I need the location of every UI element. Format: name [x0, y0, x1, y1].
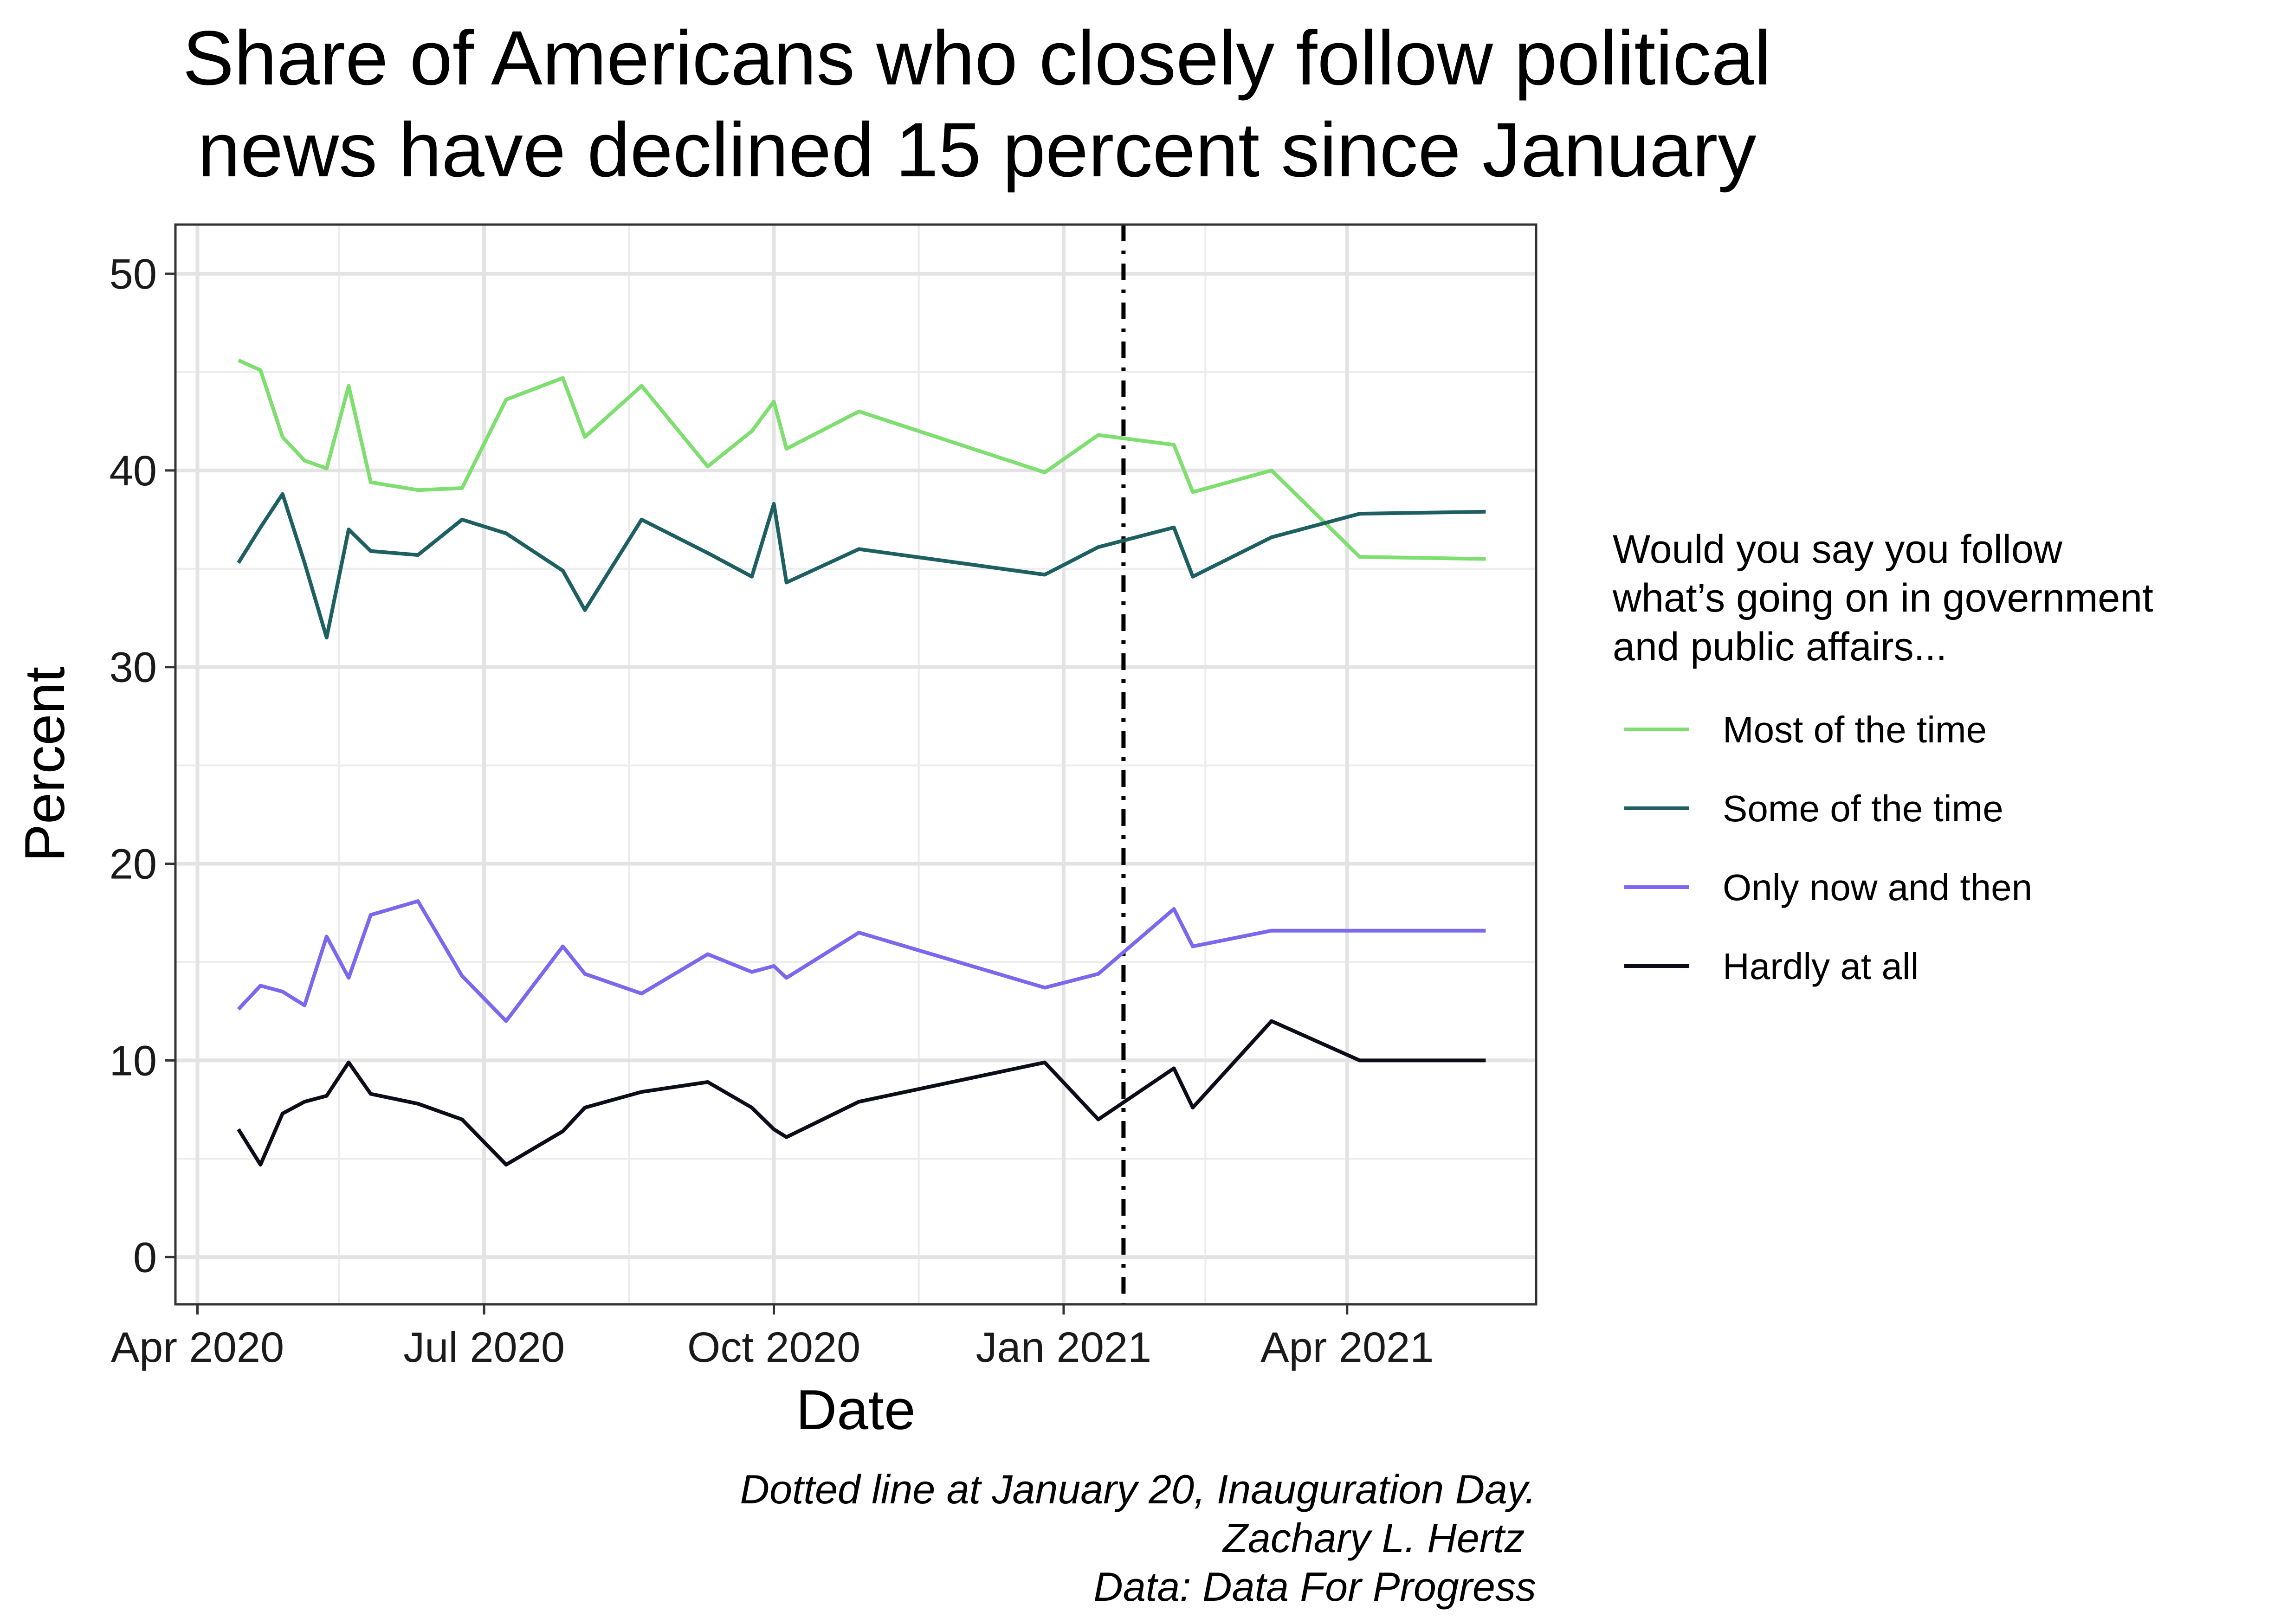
plot-panel-border — [174, 223, 1538, 1306]
caption-line-1: Dotted line at January 20, Inauguration … — [740, 1466, 1536, 1512]
chart-title-line-2: news have declined 15 percent since Janu… — [198, 107, 1757, 193]
series-line-hardly-at-all — [237, 1019, 1486, 1167]
legend: Would you say you follow what’s going on… — [1612, 527, 2153, 987]
y-tick-label: 10 — [110, 1037, 157, 1084]
y-tick-label: 40 — [110, 447, 157, 495]
series-line-some-of-the-time — [237, 492, 1486, 640]
y-axis-title: Percent — [13, 667, 76, 862]
x-axis-title: Date — [796, 1378, 916, 1441]
caption-line-2: Zachary L. Hertz — [1222, 1515, 1536, 1561]
legend-title-line-3: and public affairs... — [1613, 625, 1947, 669]
major-gridlines — [175, 225, 1536, 1304]
x-tick-label: Apr 2021 — [1260, 1324, 1434, 1371]
y-axis: 0 10 20 30 40 50 — [110, 251, 175, 1281]
series-line-only-now-and-then — [237, 899, 1486, 1023]
legend-title-line-2: what’s going on in government — [1612, 576, 2153, 620]
minor-gridlines — [175, 225, 1536, 1304]
series-lines — [237, 358, 1486, 1167]
y-tick-label: 20 — [110, 841, 157, 888]
x-tick-label: Apr 2020 — [111, 1324, 284, 1371]
plot-panel-background — [175, 225, 1536, 1304]
x-tick-label: Jul 2020 — [403, 1324, 565, 1371]
legend-label-most-of-the-time: Most of the time — [1723, 709, 1987, 750]
x-tick-label: Jan 2021 — [976, 1324, 1152, 1371]
series-line-most-of-the-time — [238, 358, 1486, 561]
legend-title-line-1: Would you say you follow — [1613, 527, 2063, 572]
caption: Dotted line at January 20, Inauguration … — [740, 1466, 1536, 1610]
y-tick-label: 30 — [110, 644, 157, 691]
legend-items: Most of the time Some of the time Only now… — [1624, 709, 2032, 987]
legend-label-some-of-the-time: Some of the time — [1723, 788, 2003, 829]
legend-label-only-now-and-then: Only now and then — [1723, 867, 2032, 908]
chart-title-line-1: Share of Americans who closely follow po… — [182, 15, 1771, 101]
caption-line-3: Data: Data For Progress — [1093, 1564, 1536, 1610]
x-axis: Apr 2020 Jul 2020 Oct 2020 Jan 2021 Apr 2021 — [111, 1304, 1434, 1371]
y-tick-label: 50 — [110, 251, 157, 298]
x-tick-label: Oct 2020 — [687, 1324, 860, 1371]
legend-label-hardly-at-all: Hardly at all — [1723, 946, 1919, 987]
chart-title: Share of Americans who closely follow po… — [182, 15, 1771, 193]
y-tick-label: 0 — [133, 1234, 157, 1281]
